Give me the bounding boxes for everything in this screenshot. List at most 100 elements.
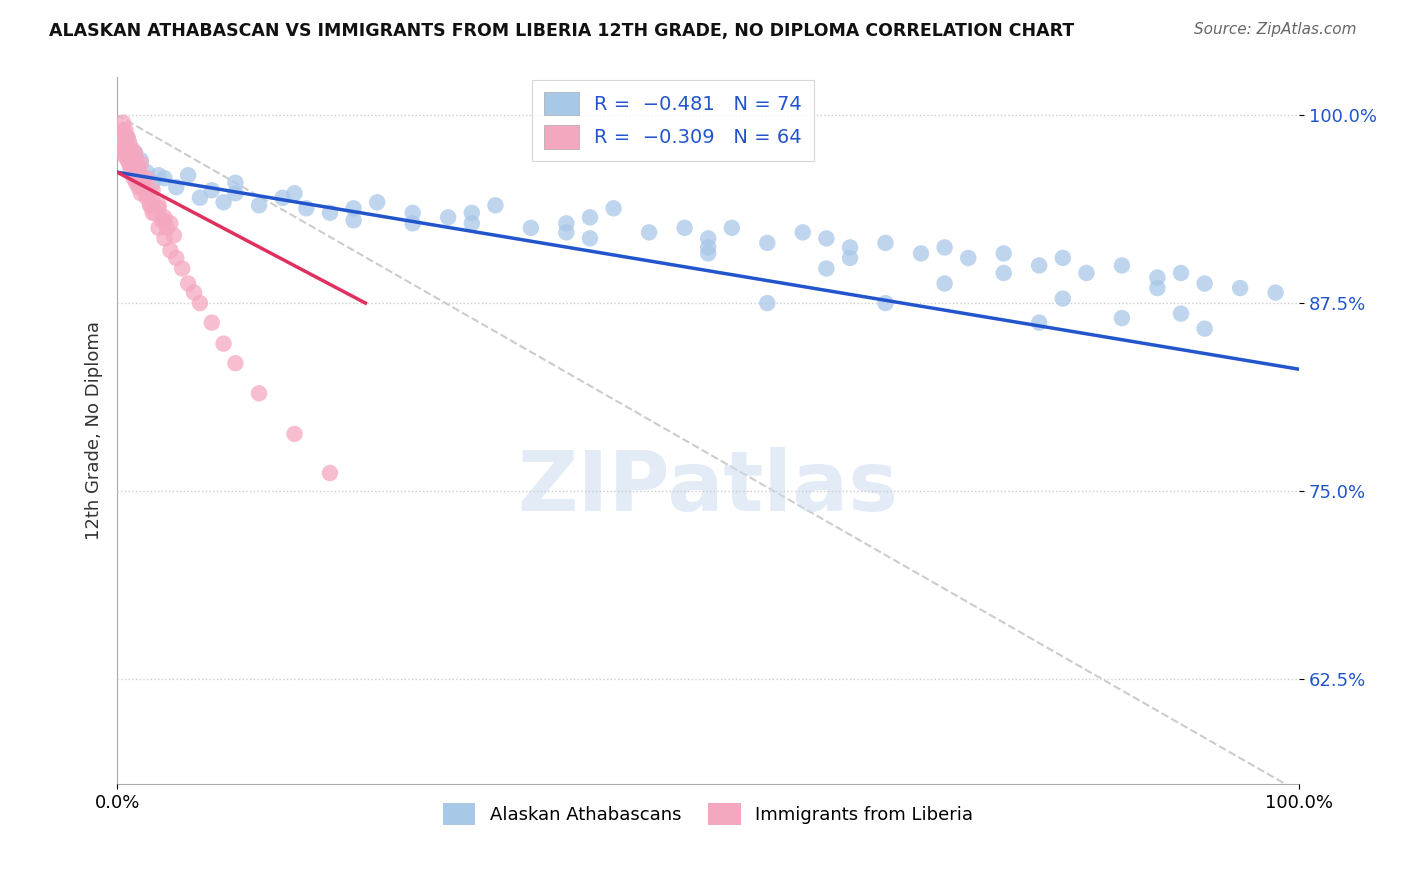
Point (520, 220, 543, 235)
Point (117, 153, 139, 168)
Point (697, 240, 720, 254)
Point (120, 156, 142, 170)
Point (319, 466, 342, 480)
Point (129, 153, 152, 168)
Point (114, 150, 136, 164)
Point (153, 213, 176, 227)
Point (139, 198, 162, 212)
Point (1229, 281, 1251, 295)
Point (201, 183, 224, 197)
Point (108, 130, 131, 145)
Point (815, 261, 838, 276)
Point (934, 240, 956, 254)
Point (112, 145, 135, 160)
Point (1076, 266, 1098, 280)
Point (1170, 307, 1192, 321)
Y-axis label: 12th Grade, No Diploma: 12th Grade, No Diploma (86, 321, 103, 541)
Point (201, 316, 224, 330)
Point (112, 123, 135, 137)
Text: Source: ZipAtlas.com: Source: ZipAtlas.com (1194, 22, 1357, 37)
Point (111, 135, 134, 149)
Point (673, 220, 696, 235)
Point (177, 168, 200, 182)
Point (602, 202, 624, 216)
Point (212, 195, 235, 210)
Point (114, 123, 136, 137)
Point (124, 145, 146, 160)
Point (135, 186, 157, 201)
Point (283, 186, 305, 201)
Point (957, 251, 980, 265)
Point (461, 206, 484, 220)
Point (142, 176, 165, 190)
Point (271, 191, 294, 205)
Point (127, 161, 149, 175)
Point (112, 115, 135, 129)
Point (127, 180, 149, 194)
Point (115, 130, 138, 145)
Point (342, 202, 364, 216)
Point (993, 246, 1015, 260)
Point (1146, 270, 1168, 285)
Point (224, 176, 246, 190)
Text: ZIPatlas: ZIPatlas (517, 447, 898, 528)
Point (638, 226, 661, 240)
Point (153, 231, 176, 245)
Point (295, 202, 318, 216)
Point (142, 183, 165, 197)
Point (148, 220, 170, 235)
Point (172, 261, 194, 276)
Point (143, 206, 166, 220)
Point (165, 251, 187, 265)
Point (153, 211, 176, 225)
Point (342, 213, 364, 227)
Point (127, 168, 149, 182)
Point (159, 244, 181, 258)
Point (112, 138, 135, 153)
Point (839, 251, 862, 265)
Point (125, 176, 148, 190)
Point (177, 277, 200, 291)
Point (117, 130, 139, 145)
Point (183, 285, 205, 300)
Point (129, 186, 152, 201)
Point (156, 220, 179, 235)
Point (124, 150, 146, 164)
Point (555, 216, 578, 230)
Point (150, 213, 173, 227)
Point (461, 216, 484, 230)
Point (437, 211, 460, 225)
Point (135, 165, 157, 179)
Point (148, 202, 170, 216)
Point (153, 171, 176, 186)
Point (115, 130, 138, 145)
Point (875, 296, 897, 310)
Point (910, 246, 932, 260)
Point (402, 206, 425, 220)
Point (283, 426, 305, 441)
Point (1146, 281, 1168, 295)
Point (934, 277, 956, 291)
Point (1194, 321, 1216, 335)
Point (247, 386, 270, 401)
Point (188, 296, 211, 310)
Point (135, 191, 157, 205)
Point (120, 141, 142, 155)
Point (129, 156, 152, 170)
Point (115, 143, 138, 157)
Point (120, 161, 142, 175)
Point (120, 165, 142, 179)
Point (484, 198, 506, 212)
Point (121, 156, 143, 170)
Point (579, 231, 602, 245)
Point (122, 171, 145, 186)
Point (188, 191, 211, 205)
Point (163, 228, 186, 243)
Point (142, 206, 165, 220)
Point (132, 180, 155, 194)
Point (993, 266, 1015, 280)
Point (402, 216, 425, 230)
Point (224, 186, 246, 201)
Point (875, 235, 897, 250)
Point (139, 198, 162, 212)
